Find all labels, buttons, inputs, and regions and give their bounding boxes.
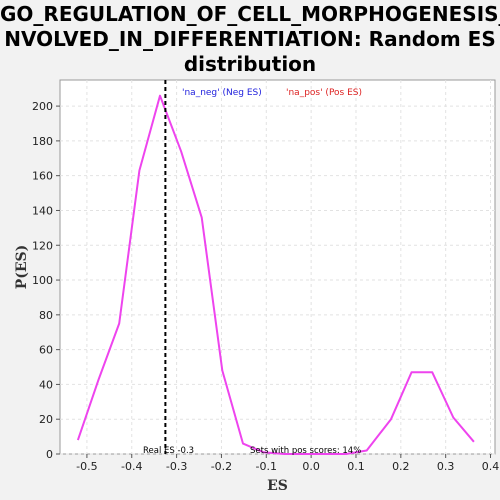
x-tick-label: 0.2 — [392, 460, 410, 473]
y-tick-label: 100 — [32, 274, 53, 287]
x-axis-ticks: -0.5 -0.4 -0.3 -0.2 -0.1 0.0 0.1 0.2 0.3 0.4 — [76, 454, 499, 473]
series-layer — [76, 94, 475, 455]
y-tick-label: 140 — [32, 204, 53, 217]
y-tick-label: 60 — [39, 344, 53, 357]
x-tick-label: 0.4 — [482, 460, 500, 473]
x-tick-label: 0.0 — [302, 460, 320, 473]
x-tick-label: -0.5 — [76, 460, 97, 473]
x-tick-label: 0.3 — [437, 460, 455, 473]
y-tick-label: 20 — [39, 413, 53, 426]
y-tick-label: 160 — [32, 170, 53, 183]
y-axis-title: P(ES) — [14, 245, 30, 290]
x-axis-title: ES — [267, 478, 288, 494]
y-tick-label: 200 — [32, 100, 53, 113]
x-tick-label: 0.1 — [347, 460, 365, 473]
y-tick-label: 180 — [32, 135, 53, 148]
real-es-label: Real ES -0.3 — [143, 446, 194, 456]
legend-entry-pos: 'na_pos' (Pos ES) — [286, 88, 362, 98]
pos-scores-label: Sets with pos scores: 14% — [250, 446, 361, 456]
y-tick-label: 40 — [39, 378, 53, 391]
y-axis-ticks: 0 20 40 60 80 100 120 140 160 180 200 — [32, 100, 60, 461]
x-tick-label: -0.3 — [166, 460, 187, 473]
x-tick-label: -0.2 — [211, 460, 232, 473]
x-tick-label: -0.4 — [121, 460, 142, 473]
legend-entry-neg: 'na_neg' (Neg ES) — [182, 88, 262, 98]
grid-lines — [60, 80, 495, 455]
y-tick-label: 80 — [39, 309, 53, 322]
series-line — [76, 94, 475, 455]
y-tick-label: 120 — [32, 239, 53, 252]
chart-title: GO_REGULATION_OF_CELL_MORPHOGENESIS_I NV… — [0, 2, 500, 76]
y-tick-label: 0 — [46, 448, 53, 461]
x-tick-label: -0.1 — [256, 460, 277, 473]
plot-area — [59, 79, 496, 455]
